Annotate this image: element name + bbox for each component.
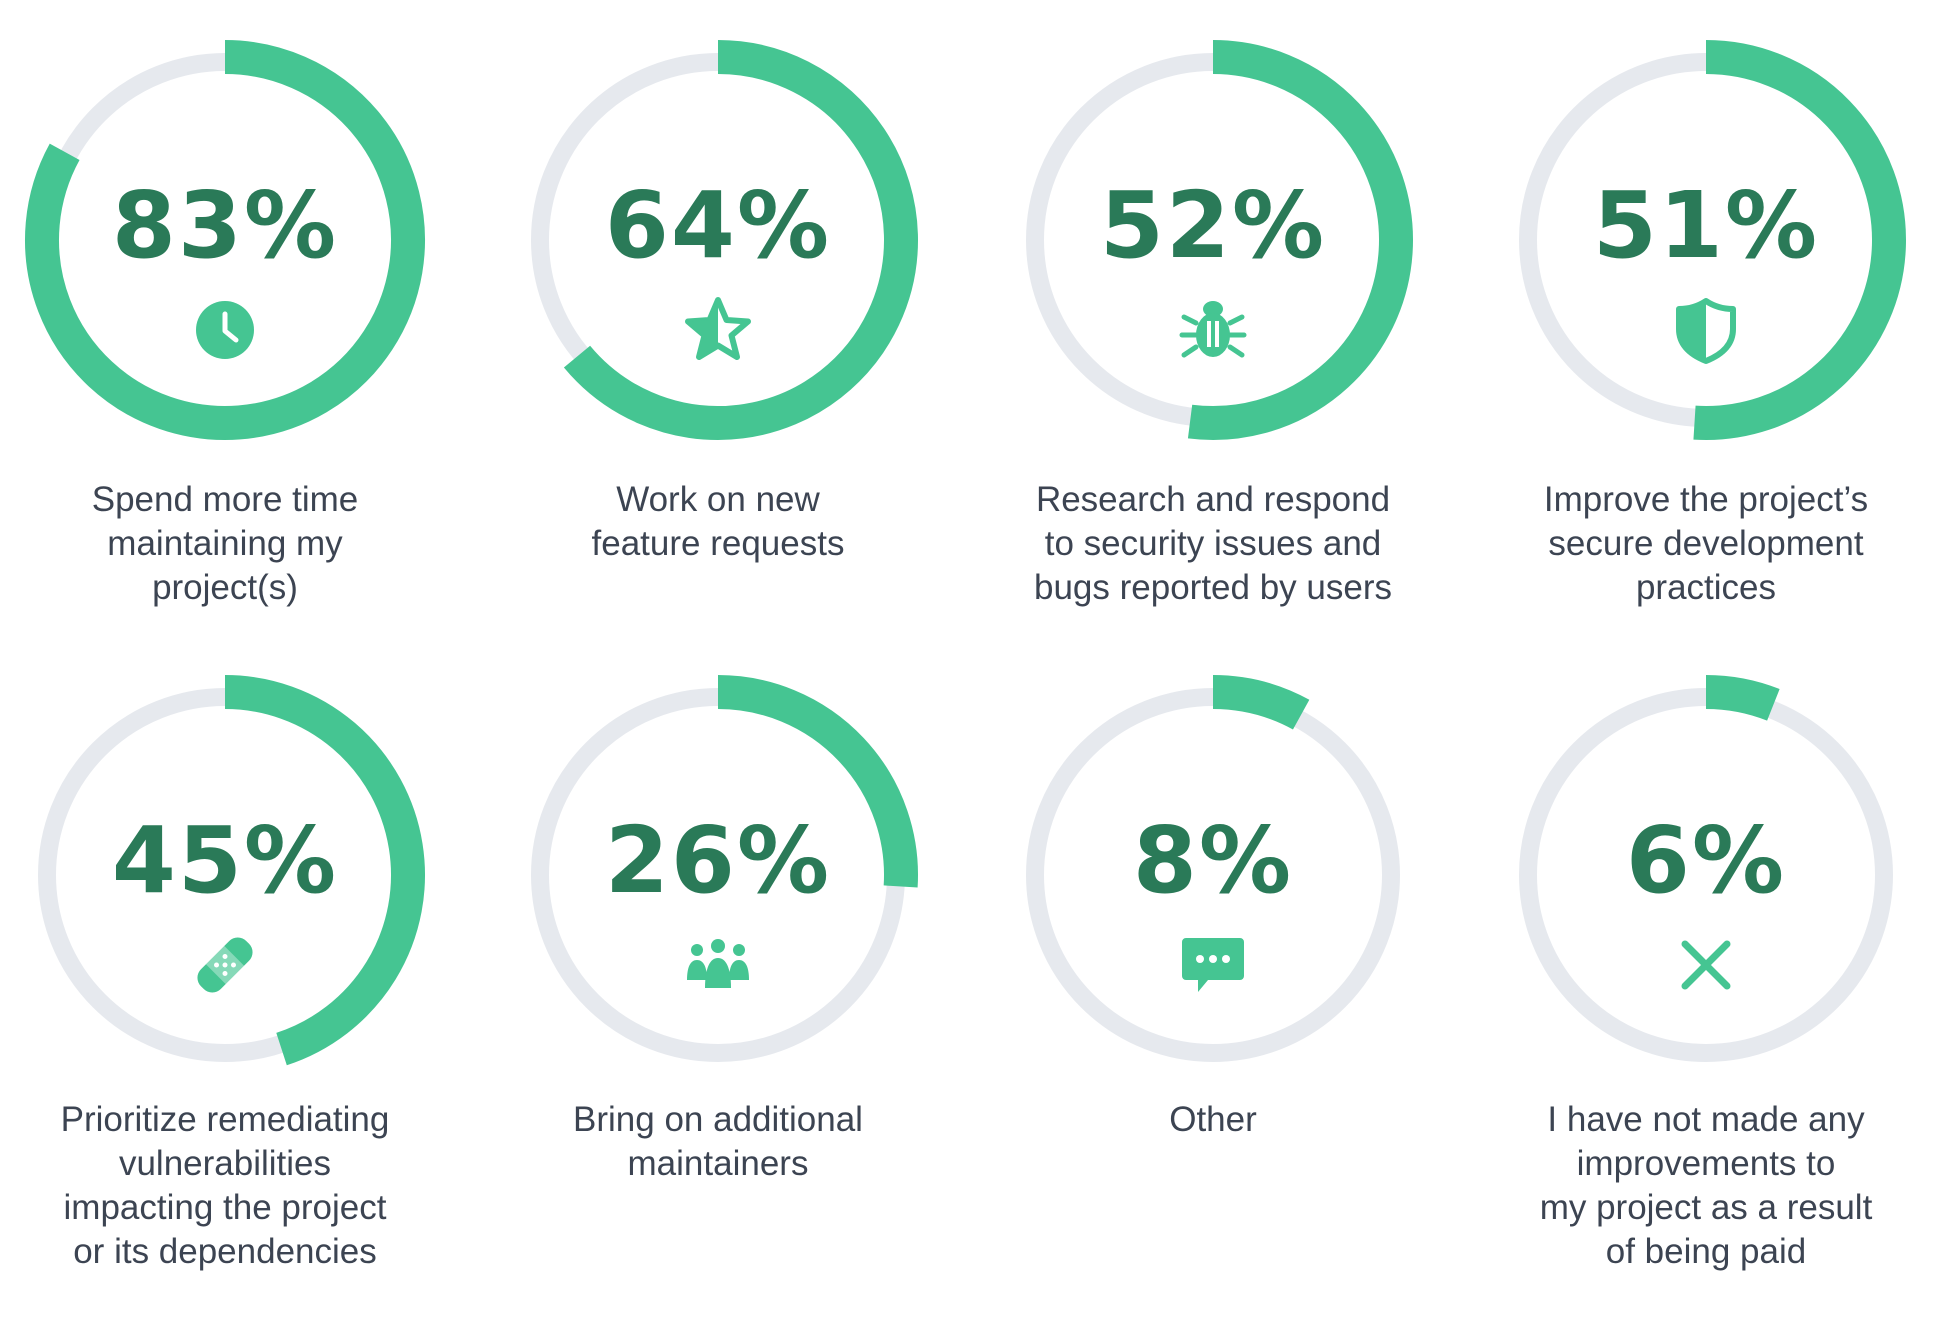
donut-ring bbox=[38, 675, 425, 1066]
percent-value: 64% bbox=[604, 172, 832, 279]
category-label: I have not made any improvements to my p… bbox=[1539, 1100, 1873, 1271]
donut-ring bbox=[531, 40, 918, 440]
donut-ring bbox=[1519, 675, 1893, 1062]
bandage-icon bbox=[190, 930, 260, 1000]
clock-icon bbox=[190, 295, 260, 365]
category-label: Improve the project’s secure development… bbox=[1543, 480, 1869, 607]
bug-icon bbox=[1178, 295, 1248, 365]
percent-value: 51% bbox=[1592, 172, 1820, 279]
donut-ring bbox=[531, 675, 918, 1062]
percent-value: 6% bbox=[1625, 807, 1787, 914]
percent-value: 52% bbox=[1099, 172, 1327, 279]
shield-icon bbox=[1671, 295, 1741, 365]
star-icon bbox=[683, 295, 753, 365]
category-label: Prioritize remediating vulnerabilities i… bbox=[60, 1100, 390, 1271]
donut-value-arc bbox=[717, 675, 918, 888]
donut-value-arc bbox=[563, 40, 918, 440]
donut-value-arc bbox=[224, 675, 425, 1066]
percent-value: 8% bbox=[1132, 807, 1294, 914]
donut-value-arc bbox=[1187, 40, 1413, 440]
chat-icon bbox=[1178, 930, 1248, 1000]
donut-ring bbox=[1519, 40, 1906, 440]
donut-ring bbox=[1026, 675, 1400, 1062]
percent-value: 26% bbox=[604, 807, 832, 914]
donut-ring bbox=[1026, 40, 1413, 440]
donut-value-arc bbox=[25, 40, 425, 440]
category-label: Bring on additional maintainers bbox=[573, 1100, 863, 1183]
donut-value-arc bbox=[1705, 675, 1780, 721]
category-label: Work on new feature requests bbox=[591, 480, 845, 563]
percent-value: 83% bbox=[111, 172, 339, 279]
donut-value-arc bbox=[1693, 40, 1906, 440]
category-label: Research and respond to security issues … bbox=[1034, 480, 1392, 607]
donut-value-arc bbox=[1212, 675, 1310, 730]
people-icon bbox=[683, 930, 753, 1000]
category-label: Other bbox=[1169, 1100, 1257, 1139]
donut-ring bbox=[25, 40, 425, 440]
category-label: Spend more time maintaining my project(s… bbox=[91, 480, 359, 607]
x-icon bbox=[1671, 930, 1741, 1000]
percent-value: 45% bbox=[111, 807, 339, 914]
